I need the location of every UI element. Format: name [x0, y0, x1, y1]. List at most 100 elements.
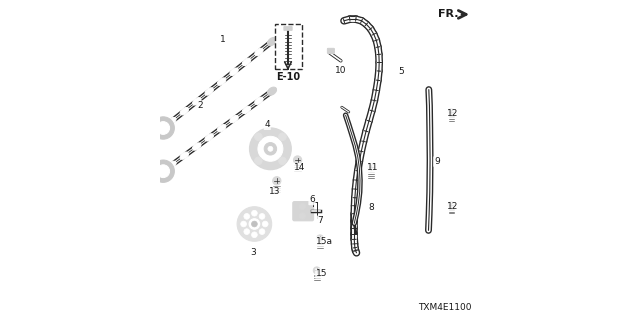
Text: 8: 8	[369, 204, 374, 212]
Ellipse shape	[205, 134, 213, 141]
Text: E-10: E-10	[276, 72, 300, 82]
Ellipse shape	[259, 229, 265, 235]
Text: 15: 15	[316, 269, 327, 278]
Circle shape	[252, 221, 257, 227]
Ellipse shape	[205, 88, 213, 95]
Circle shape	[276, 222, 280, 226]
Ellipse shape	[243, 58, 251, 66]
Circle shape	[255, 133, 262, 140]
Ellipse shape	[218, 124, 226, 132]
Circle shape	[278, 157, 286, 165]
Circle shape	[234, 207, 237, 211]
Ellipse shape	[255, 48, 263, 56]
Circle shape	[268, 146, 273, 151]
Ellipse shape	[243, 106, 251, 114]
Circle shape	[268, 241, 271, 245]
Circle shape	[314, 267, 321, 274]
Text: 10: 10	[335, 66, 346, 75]
Text: 2: 2	[197, 101, 203, 110]
Circle shape	[274, 212, 278, 216]
Circle shape	[276, 217, 280, 221]
Ellipse shape	[168, 117, 176, 125]
Circle shape	[230, 232, 235, 236]
Text: 4: 4	[264, 120, 270, 129]
Circle shape	[228, 222, 232, 226]
Ellipse shape	[180, 108, 189, 115]
Ellipse shape	[193, 143, 201, 150]
Circle shape	[258, 198, 262, 203]
Circle shape	[273, 177, 281, 185]
Circle shape	[237, 207, 271, 241]
Circle shape	[242, 244, 246, 248]
Circle shape	[249, 219, 260, 229]
Text: 6: 6	[309, 196, 315, 204]
Text: 7: 7	[317, 216, 323, 225]
Text: 3: 3	[250, 248, 255, 257]
Circle shape	[252, 246, 257, 250]
Ellipse shape	[193, 98, 201, 105]
Text: TXM4E1100: TXM4E1100	[419, 303, 472, 312]
Circle shape	[152, 117, 174, 139]
Ellipse shape	[157, 122, 170, 134]
Circle shape	[247, 198, 251, 203]
Ellipse shape	[262, 221, 268, 227]
Ellipse shape	[268, 87, 276, 95]
Circle shape	[367, 164, 375, 171]
Circle shape	[229, 217, 233, 221]
Circle shape	[234, 237, 237, 241]
Circle shape	[230, 212, 235, 216]
Circle shape	[229, 227, 233, 231]
Circle shape	[278, 133, 286, 140]
Circle shape	[252, 198, 257, 202]
Circle shape	[263, 200, 267, 204]
Ellipse shape	[168, 161, 176, 168]
Ellipse shape	[244, 213, 250, 219]
Circle shape	[242, 200, 246, 204]
Ellipse shape	[268, 37, 276, 46]
FancyBboxPatch shape	[328, 48, 334, 53]
Text: 14: 14	[294, 164, 305, 172]
Circle shape	[258, 245, 262, 250]
Ellipse shape	[180, 152, 189, 159]
Circle shape	[263, 244, 267, 248]
Circle shape	[152, 160, 174, 182]
Circle shape	[448, 109, 454, 115]
Circle shape	[237, 203, 241, 207]
Circle shape	[448, 202, 454, 208]
Ellipse shape	[244, 229, 250, 235]
Text: 9: 9	[434, 157, 440, 166]
Circle shape	[247, 245, 251, 250]
FancyBboxPatch shape	[293, 202, 314, 221]
Ellipse shape	[252, 210, 257, 216]
Text: 12: 12	[447, 109, 458, 118]
Circle shape	[276, 227, 280, 231]
Circle shape	[157, 122, 170, 134]
Circle shape	[274, 232, 278, 236]
Circle shape	[300, 213, 306, 219]
Text: 13: 13	[269, 188, 281, 196]
Ellipse shape	[252, 232, 257, 238]
Circle shape	[293, 156, 302, 164]
Text: 12: 12	[447, 202, 458, 211]
Ellipse shape	[255, 97, 263, 104]
FancyBboxPatch shape	[284, 27, 292, 30]
Circle shape	[250, 128, 291, 170]
Ellipse shape	[230, 116, 238, 123]
Circle shape	[300, 203, 306, 210]
Circle shape	[271, 207, 275, 211]
Circle shape	[268, 203, 271, 207]
Circle shape	[237, 241, 241, 245]
Ellipse shape	[259, 213, 265, 219]
Ellipse shape	[218, 78, 226, 85]
Circle shape	[258, 136, 283, 161]
Ellipse shape	[230, 68, 238, 76]
Circle shape	[264, 142, 276, 155]
Circle shape	[230, 200, 278, 248]
Circle shape	[271, 237, 275, 241]
FancyBboxPatch shape	[275, 24, 302, 69]
Text: FR.: FR.	[438, 9, 458, 20]
Ellipse shape	[241, 221, 246, 227]
Text: 5: 5	[399, 68, 404, 76]
Circle shape	[317, 235, 323, 242]
Circle shape	[157, 165, 170, 178]
